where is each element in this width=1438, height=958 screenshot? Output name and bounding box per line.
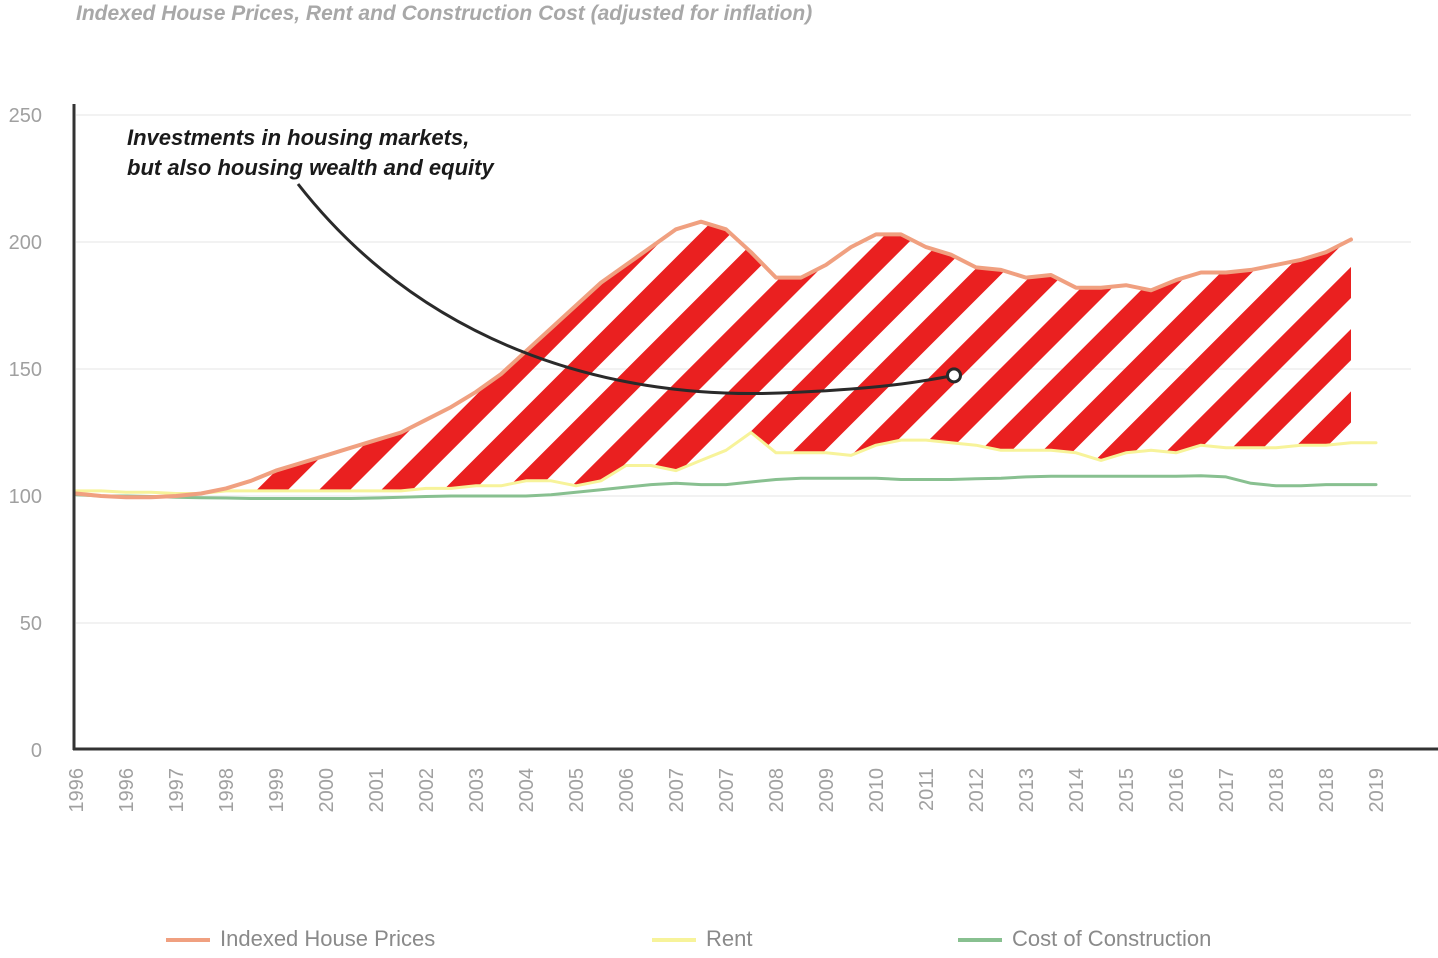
annotation-arrow-curve	[296, 183, 955, 396]
legend-label: Indexed House Prices	[220, 926, 435, 951]
indexed-house-prices-line	[74, 219, 1353, 500]
x-tick-label: 2019	[1366, 768, 1388, 813]
annotation-text: Investments in housing markets,	[127, 125, 469, 150]
y-tick-label: 200	[9, 232, 42, 254]
x-tick-label: 1999	[266, 768, 288, 813]
y-tick-label: 250	[9, 105, 42, 127]
x-tick-label: 1996	[116, 768, 138, 813]
x-tick-label: 2007	[716, 768, 738, 813]
x-tick-label: 1997	[166, 768, 188, 813]
x-tick-label: 2008	[766, 768, 788, 813]
x-tick-label: 2003	[466, 768, 488, 813]
annotation-marker	[946, 367, 962, 384]
x-tick-label: 2000	[316, 768, 338, 813]
chart-title: Indexed House Prices, Rent and Construct…	[76, 2, 813, 25]
legend-label: Rent	[706, 926, 752, 951]
x-tick-label: 2005	[566, 768, 588, 813]
y-tick-label: 150	[9, 359, 42, 381]
x-tick-label: 2013	[1016, 768, 1038, 813]
y-axis-ticks: 0 50 100 150 200 250	[9, 105, 42, 762]
wealth-gap-hatch	[76, 221, 1351, 494]
y-tick-label: 0	[31, 740, 42, 762]
y-tick-label: 50	[20, 613, 42, 635]
x-tick-label: 2018	[1316, 768, 1338, 813]
x-tick-label: 2015	[1116, 768, 1138, 813]
x-tick-label: 1996	[66, 768, 88, 813]
cost-of-construction-line	[74, 474, 1378, 500]
x-tick-label: 2014	[1066, 768, 1088, 813]
rent-line	[74, 431, 1378, 495]
x-tick-label: 1998	[216, 768, 238, 813]
x-axis-ticks: 1996 1996 1997 1998 1999 2000 2001 2002 2003 2004…	[66, 768, 1388, 813]
x-tick-label: 2016	[1166, 768, 1188, 813]
y-tick-label: 100	[9, 486, 42, 508]
x-tick-label: 2002	[416, 768, 438, 813]
axes	[72, 104, 1438, 751]
legend-label: Cost of Construction	[1012, 926, 1211, 951]
x-tick-label: 2010	[866, 768, 888, 813]
series-lines	[74, 219, 1378, 500]
x-tick-label: 2007	[666, 768, 688, 813]
x-tick-label: 2017	[1216, 768, 1238, 813]
annotation-text: but also housing wealth and equity	[127, 155, 495, 180]
x-tick-label: 2009	[816, 768, 838, 813]
wealth-gap-area	[76, 221, 1351, 494]
x-tick-label: 2011	[916, 768, 938, 811]
x-tick-label: 2004	[516, 768, 538, 813]
annotation: Investments in housing markets, but also …	[127, 125, 962, 396]
x-tick-label: 2012	[966, 768, 988, 813]
legend: Indexed House Prices Rent Cost of Construc…	[166, 926, 1211, 951]
x-tick-label: 2001	[366, 768, 388, 813]
x-tick-label: 2018	[1266, 768, 1288, 813]
x-tick-label: 2006	[616, 768, 638, 813]
